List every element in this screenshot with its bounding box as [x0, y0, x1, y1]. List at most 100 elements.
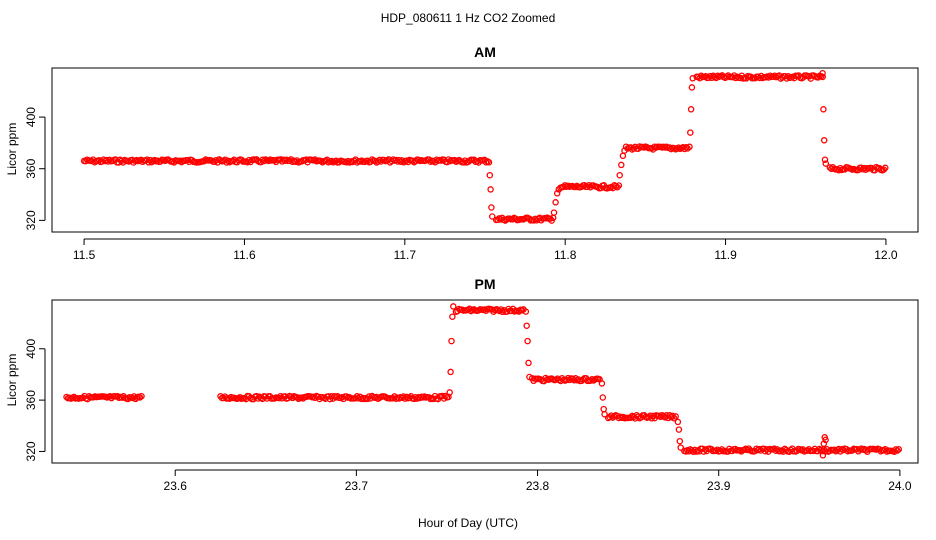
data-point — [523, 322, 530, 329]
data-point — [615, 182, 623, 189]
data-point — [819, 69, 826, 77]
panel-am: AM Licor ppm 11.5 11.6 11.7 11.8 11.9 12.0 320… — [5, 44, 919, 262]
data-point — [670, 144, 678, 152]
data-point — [136, 394, 144, 401]
data-point — [672, 413, 679, 420]
data-point — [286, 157, 293, 164]
data-point — [621, 147, 628, 154]
data-point — [446, 389, 453, 396]
data-point — [292, 158, 299, 165]
data-point — [499, 308, 506, 316]
data-point — [729, 73, 736, 81]
data-point — [822, 436, 829, 444]
data-point — [82, 157, 89, 165]
data-point — [677, 444, 684, 451]
data-point — [442, 392, 449, 400]
y-tick-label: 320 — [24, 210, 38, 230]
data-point — [599, 394, 607, 401]
data-point — [403, 157, 410, 164]
x-tick-label: 12.0 — [874, 248, 898, 262]
data-point — [293, 394, 301, 401]
data-point — [675, 426, 683, 433]
data-point — [819, 73, 826, 81]
panel-pm-ylabel: Licor ppm — [5, 354, 19, 407]
figure-xlabel: Hour of Day (UTC) — [418, 516, 518, 530]
data-point — [861, 164, 868, 172]
data-point — [588, 375, 596, 383]
data-point — [814, 74, 822, 81]
data-point — [525, 359, 532, 367]
y-tick-label: 320 — [24, 441, 38, 461]
data-point — [283, 156, 290, 163]
y-tick-label: 360 — [24, 390, 38, 410]
data-point — [451, 156, 458, 164]
data-point — [488, 204, 495, 211]
x-tick-label: 23.6 — [164, 479, 188, 493]
data-point — [488, 213, 496, 220]
data-point — [784, 72, 792, 80]
data-point — [618, 161, 625, 169]
data-point — [697, 72, 705, 80]
data-point — [686, 143, 693, 151]
x-tick-label: 11.6 — [233, 248, 256, 262]
panel-pm: PM Licor ppm 23.6 23.7 23.8 23.9 24.0 320 360 4… — [5, 276, 919, 493]
x-tick-label: 23.7 — [345, 479, 369, 493]
data-point — [524, 337, 531, 345]
data-point — [619, 152, 627, 160]
data-point — [550, 209, 558, 216]
data-point — [355, 395, 362, 402]
data-point — [118, 157, 125, 165]
data-point — [224, 157, 232, 165]
data-point — [766, 72, 774, 79]
data-point — [486, 171, 494, 179]
data-point — [717, 447, 724, 455]
data-point — [487, 186, 494, 193]
data-point — [614, 183, 621, 191]
data-point — [600, 405, 607, 413]
data-point — [601, 410, 608, 418]
data-point — [449, 313, 456, 320]
data-point — [821, 156, 829, 163]
x-tick-label: 11.9 — [714, 248, 737, 262]
data-point — [448, 337, 455, 345]
data-point — [512, 215, 519, 222]
x-tick-label: 11.7 — [394, 248, 417, 262]
data-point — [184, 156, 191, 164]
y-tick-label: 360 — [24, 158, 38, 178]
data-point — [376, 156, 383, 164]
data-point — [820, 137, 828, 144]
data-point — [756, 445, 763, 453]
data-point — [373, 393, 380, 401]
data-point — [522, 308, 530, 315]
data-point — [822, 160, 830, 167]
data-point — [328, 157, 335, 165]
data-point — [485, 159, 493, 166]
panel-pm-plot: 23.6 23.7 23.8 23.9 24.0 320 360 400 — [24, 299, 919, 493]
panel-am-title: AM — [474, 44, 496, 60]
data-point — [397, 158, 404, 165]
data-point — [254, 395, 262, 402]
data-point — [566, 376, 573, 384]
data-point — [138, 392, 145, 400]
panel-am-ylabel: Licor ppm — [5, 123, 19, 176]
data-point — [630, 145, 637, 152]
x-tick-label: 11.5 — [73, 248, 96, 262]
data-point — [676, 437, 684, 445]
data-point — [820, 106, 827, 113]
data-point — [598, 380, 606, 387]
data-point — [526, 373, 533, 381]
data-point — [894, 447, 901, 454]
data-point — [447, 368, 454, 376]
data-point — [129, 394, 136, 402]
data-point — [674, 418, 682, 426]
data-point — [412, 157, 419, 165]
data-point — [892, 446, 900, 453]
data-point — [714, 446, 721, 453]
data-point — [819, 452, 827, 459]
data-point — [575, 376, 582, 383]
data-point — [176, 157, 184, 165]
data-point — [358, 157, 365, 164]
x-tick-label: 11.8 — [554, 248, 577, 262]
x-tick-label: 23.8 — [526, 479, 550, 493]
data-point — [772, 447, 780, 454]
